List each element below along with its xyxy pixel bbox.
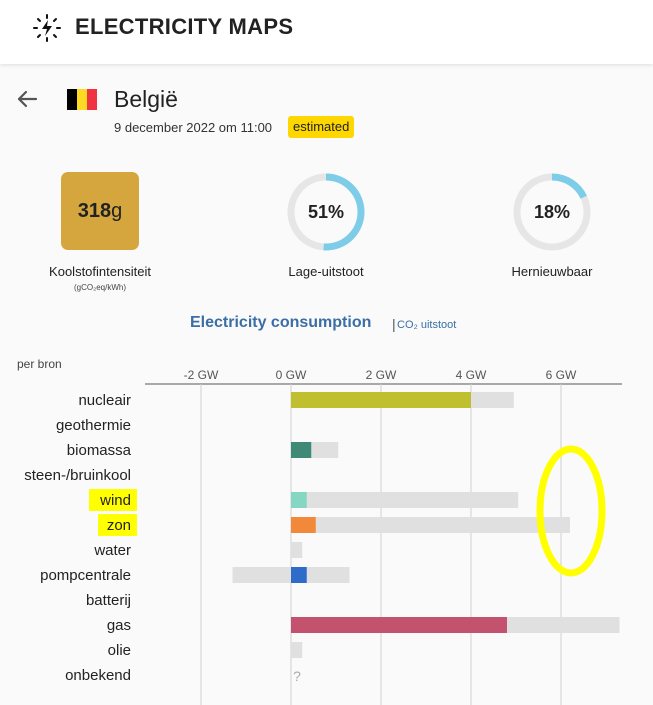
lightning-icon	[33, 14, 61, 42]
carbon-intensity-unit: g	[111, 199, 123, 222]
co2-emissions-toggle[interactable]: CO₂ uitstoot	[397, 319, 457, 331]
consumption-title[interactable]: Electricity consumption	[190, 314, 372, 331]
flag-stripe	[87, 89, 97, 110]
category-label: steen-/bruinkool	[24, 467, 131, 484]
ring-fill	[287, 173, 365, 251]
x-tick-label: -2 GW	[184, 368, 219, 382]
category-label: nucleair	[78, 392, 131, 409]
zone-datetime: 9 december 2022 om 11:00	[114, 120, 273, 135]
category-label: biomassa	[67, 442, 132, 459]
x-tick-label: 0 GW	[276, 368, 307, 382]
category-label: gas	[107, 617, 131, 634]
unknown-marker: ?	[293, 668, 301, 684]
production-bar	[291, 517, 316, 533]
estimated-badge: estimated	[288, 116, 355, 138]
production-bar	[291, 617, 507, 633]
category-label: wind	[99, 492, 131, 509]
lowcarbon-value: 51%	[307, 202, 345, 222]
app-title: ELECTRICITY MAPS	[75, 14, 294, 39]
highlight-marker	[98, 514, 137, 536]
carbon-intensity-label: Koolstofintensiteit	[49, 264, 151, 279]
production-bar	[291, 492, 307, 508]
flag-stripe	[67, 89, 77, 110]
x-tick-label: 4 GW	[456, 368, 487, 382]
x-tick-label: 6 GW	[546, 368, 577, 382]
renewable-value: 18%	[533, 202, 571, 222]
carbon-intensity-value: 318	[77, 199, 112, 222]
title-separator: |	[392, 316, 396, 332]
belgium-flag-icon	[67, 89, 97, 110]
production-bar	[291, 392, 471, 408]
category-label: water	[93, 542, 131, 559]
capacity-bar	[291, 642, 303, 658]
carbon-intensity-unit-label: (gCO₂eq/kWh)	[73, 283, 126, 292]
category-label: zon	[107, 517, 131, 534]
highlight-circle	[536, 445, 606, 577]
capacity-bar	[291, 542, 303, 558]
top-bar: ELECTRICITY MAPS	[0, 0, 653, 64]
category-label: pompcentrale	[40, 567, 131, 584]
category-label: geothermie	[56, 417, 131, 434]
highlight-marker	[89, 489, 137, 511]
carbon-intensity-box: 318 g	[61, 172, 139, 250]
lowcarbon-label: Lage-uitstoot	[288, 264, 364, 279]
capacity-bar	[291, 492, 519, 508]
category-label: olie	[108, 642, 131, 659]
production-bar	[291, 567, 307, 583]
category-label: onbekend	[65, 667, 131, 684]
category-label: batterij	[86, 592, 131, 609]
renewable-ring	[513, 173, 591, 251]
capacity-bar	[291, 517, 570, 533]
renewable-label: Hernieuwbaar	[511, 264, 593, 279]
arrow-left-icon[interactable]	[14, 86, 40, 112]
country-name: België	[114, 86, 178, 112]
ring-fill	[513, 173, 591, 251]
production-bar	[291, 442, 312, 458]
flag-stripe	[77, 89, 87, 110]
per-source-label: per bron	[17, 357, 62, 371]
lowcarbon-ring	[287, 173, 365, 251]
x-tick-label: 2 GW	[366, 368, 397, 382]
